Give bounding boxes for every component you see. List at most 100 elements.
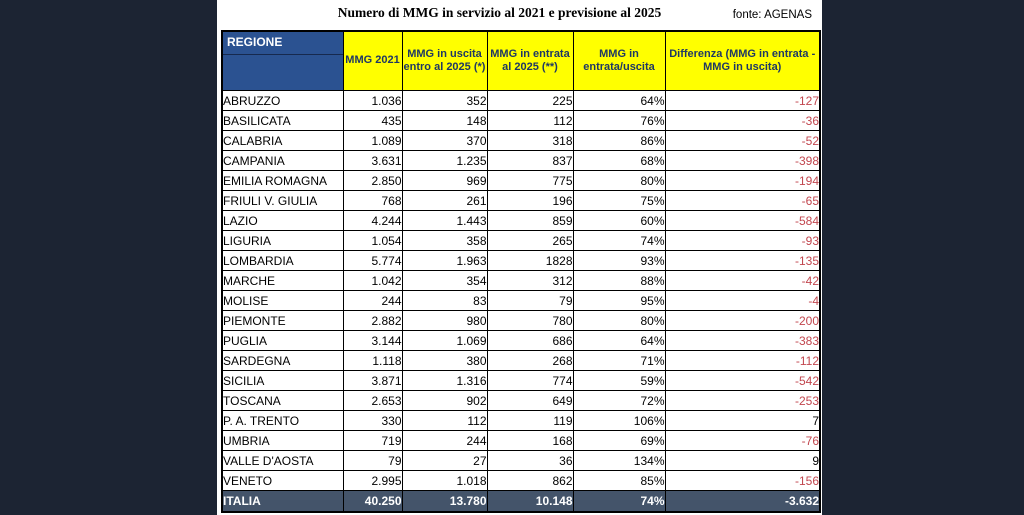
cell-regione: LIGURIA: [221, 230, 344, 251]
cell-uscita: 902: [401, 390, 488, 411]
table-row: LIGURIA 1.054 358 265 74% -93: [221, 230, 821, 251]
cell-entrata: 312: [486, 270, 574, 291]
column-header-regione: REGIONE: [221, 30, 344, 91]
cell-regione: MOLISE: [221, 290, 344, 311]
cell-entrata: 318: [486, 130, 574, 151]
total-cell-entrata: 10.148: [486, 490, 574, 513]
cell-regione: FRIULI V. GIULIA: [221, 190, 344, 211]
table-row: EMILIA ROMAGNA 2.850 969 775 80% -194: [221, 170, 821, 191]
cell-regione: MARCHE: [221, 270, 344, 291]
cell-mmg2021: 719: [342, 430, 403, 451]
cell-uscita: 1.235: [401, 150, 488, 171]
cell-uscita: 27: [401, 450, 488, 471]
total-cell-regione: ITALIA: [221, 490, 344, 513]
cell-mmg2021: 435: [342, 110, 403, 131]
table-row: MARCHE 1.042 354 312 88% -42: [221, 270, 821, 291]
cell-regione: UMBRIA: [221, 430, 344, 451]
table-row: SICILIA 3.871 1.316 774 59% -542: [221, 370, 821, 391]
cell-mmg2021: 1.042: [342, 270, 403, 291]
table-row: FRIULI V. GIULIA 768 261 196 75% -65: [221, 190, 821, 211]
cell-entrata: 119: [486, 410, 574, 431]
cell-ratio: 71%: [572, 350, 666, 371]
total-cell-ratio: 74%: [572, 490, 666, 513]
cell-regione: LOMBARDIA: [221, 250, 344, 271]
column-header-ratio: MMG in entrata/uscita: [572, 30, 666, 91]
cell-diff: -65: [664, 190, 821, 211]
cell-ratio: 86%: [572, 130, 666, 151]
cell-mmg2021: 3.871: [342, 370, 403, 391]
total-cell-uscita: 13.780: [401, 490, 488, 513]
table-row: PIEMONTE 2.882 980 780 80% -200: [221, 310, 821, 331]
cell-mmg2021: 2.882: [342, 310, 403, 331]
cell-ratio: 64%: [572, 330, 666, 351]
cell-diff: -135: [664, 250, 821, 271]
cell-ratio: 60%: [572, 210, 666, 231]
cell-regione: LAZIO: [221, 210, 344, 231]
table-row: LOMBARDIA 5.774 1.963 1828 93% -135: [221, 250, 821, 271]
table-row: VENETO 2.995 1.018 862 85% -156: [221, 470, 821, 491]
cell-mmg2021: 79: [342, 450, 403, 471]
column-header-entrata: MMG in entrata al 2025 (**): [486, 30, 574, 91]
cell-diff: -76: [664, 430, 821, 451]
cell-entrata: 862: [486, 470, 574, 491]
cell-entrata: 112: [486, 110, 574, 131]
cell-ratio: 72%: [572, 390, 666, 411]
cell-uscita: 1.316: [401, 370, 488, 391]
cell-uscita: 1.069: [401, 330, 488, 351]
cell-diff: -156: [664, 470, 821, 491]
cell-mmg2021: 330: [342, 410, 403, 431]
cell-mmg2021: 1.089: [342, 130, 403, 151]
cell-diff: -127: [664, 90, 821, 111]
table-row: CAMPANIA 3.631 1.235 837 68% -398: [221, 150, 821, 171]
cell-entrata: 1828: [486, 250, 574, 271]
cell-regione: CALABRIA: [221, 130, 344, 151]
table-row: PUGLIA 3.144 1.069 686 64% -383: [221, 330, 821, 351]
cell-diff: -200: [664, 310, 821, 331]
mmg-table: REGIONE MMG 2021 MMG in uscita entro al …: [221, 30, 821, 513]
cell-diff: -253: [664, 390, 821, 411]
cell-mmg2021: 2.850: [342, 170, 403, 191]
cell-ratio: 80%: [572, 310, 666, 331]
cell-uscita: 370: [401, 130, 488, 151]
cell-uscita: 980: [401, 310, 488, 331]
cell-mmg2021: 4.244: [342, 210, 403, 231]
cell-uscita: 1.963: [401, 250, 488, 271]
cell-diff: 9: [664, 450, 821, 471]
cell-diff: -36: [664, 110, 821, 131]
cell-diff: -93: [664, 230, 821, 251]
cell-ratio: 95%: [572, 290, 666, 311]
cell-mmg2021: 5.774: [342, 250, 403, 271]
cell-diff: -398: [664, 150, 821, 171]
column-header-mmg2021: MMG 2021: [342, 30, 403, 91]
cell-ratio: 93%: [572, 250, 666, 271]
cell-mmg2021: 2.995: [342, 470, 403, 491]
cell-regione: ABRUZZO: [221, 90, 344, 111]
cell-entrata: 36: [486, 450, 574, 471]
cell-ratio: 106%: [572, 410, 666, 431]
cell-entrata: 780: [486, 310, 574, 331]
total-cell-diff: -3.632: [664, 490, 821, 513]
cell-regione: SARDEGNA: [221, 350, 344, 371]
content-panel: Numero di MMG in servizio al 2021 e prev…: [217, 0, 822, 515]
cell-uscita: 354: [401, 270, 488, 291]
cell-uscita: 83: [401, 290, 488, 311]
cell-entrata: 225: [486, 90, 574, 111]
column-header-regione-label: REGIONE: [223, 32, 342, 55]
cell-ratio: 80%: [572, 170, 666, 191]
cell-mmg2021: 2.653: [342, 390, 403, 411]
cell-diff: -584: [664, 210, 821, 231]
cell-uscita: 380: [401, 350, 488, 371]
table-row: CALABRIA 1.089 370 318 86% -52: [221, 130, 821, 151]
column-header-uscita: MMG in uscita entro al 2025 (*): [401, 30, 488, 91]
cell-uscita: 244: [401, 430, 488, 451]
cell-ratio: 69%: [572, 430, 666, 451]
cell-uscita: 1.443: [401, 210, 488, 231]
cell-regione: BASILICATA: [221, 110, 344, 131]
header-bar: Numero di MMG in servizio al 2021 e prev…: [217, 0, 822, 30]
cell-mmg2021: 1.054: [342, 230, 403, 251]
cell-entrata: 775: [486, 170, 574, 191]
cell-ratio: 59%: [572, 370, 666, 391]
cell-entrata: 268: [486, 350, 574, 371]
table-row: SARDEGNA 1.118 380 268 71% -112: [221, 350, 821, 371]
cell-entrata: 837: [486, 150, 574, 171]
